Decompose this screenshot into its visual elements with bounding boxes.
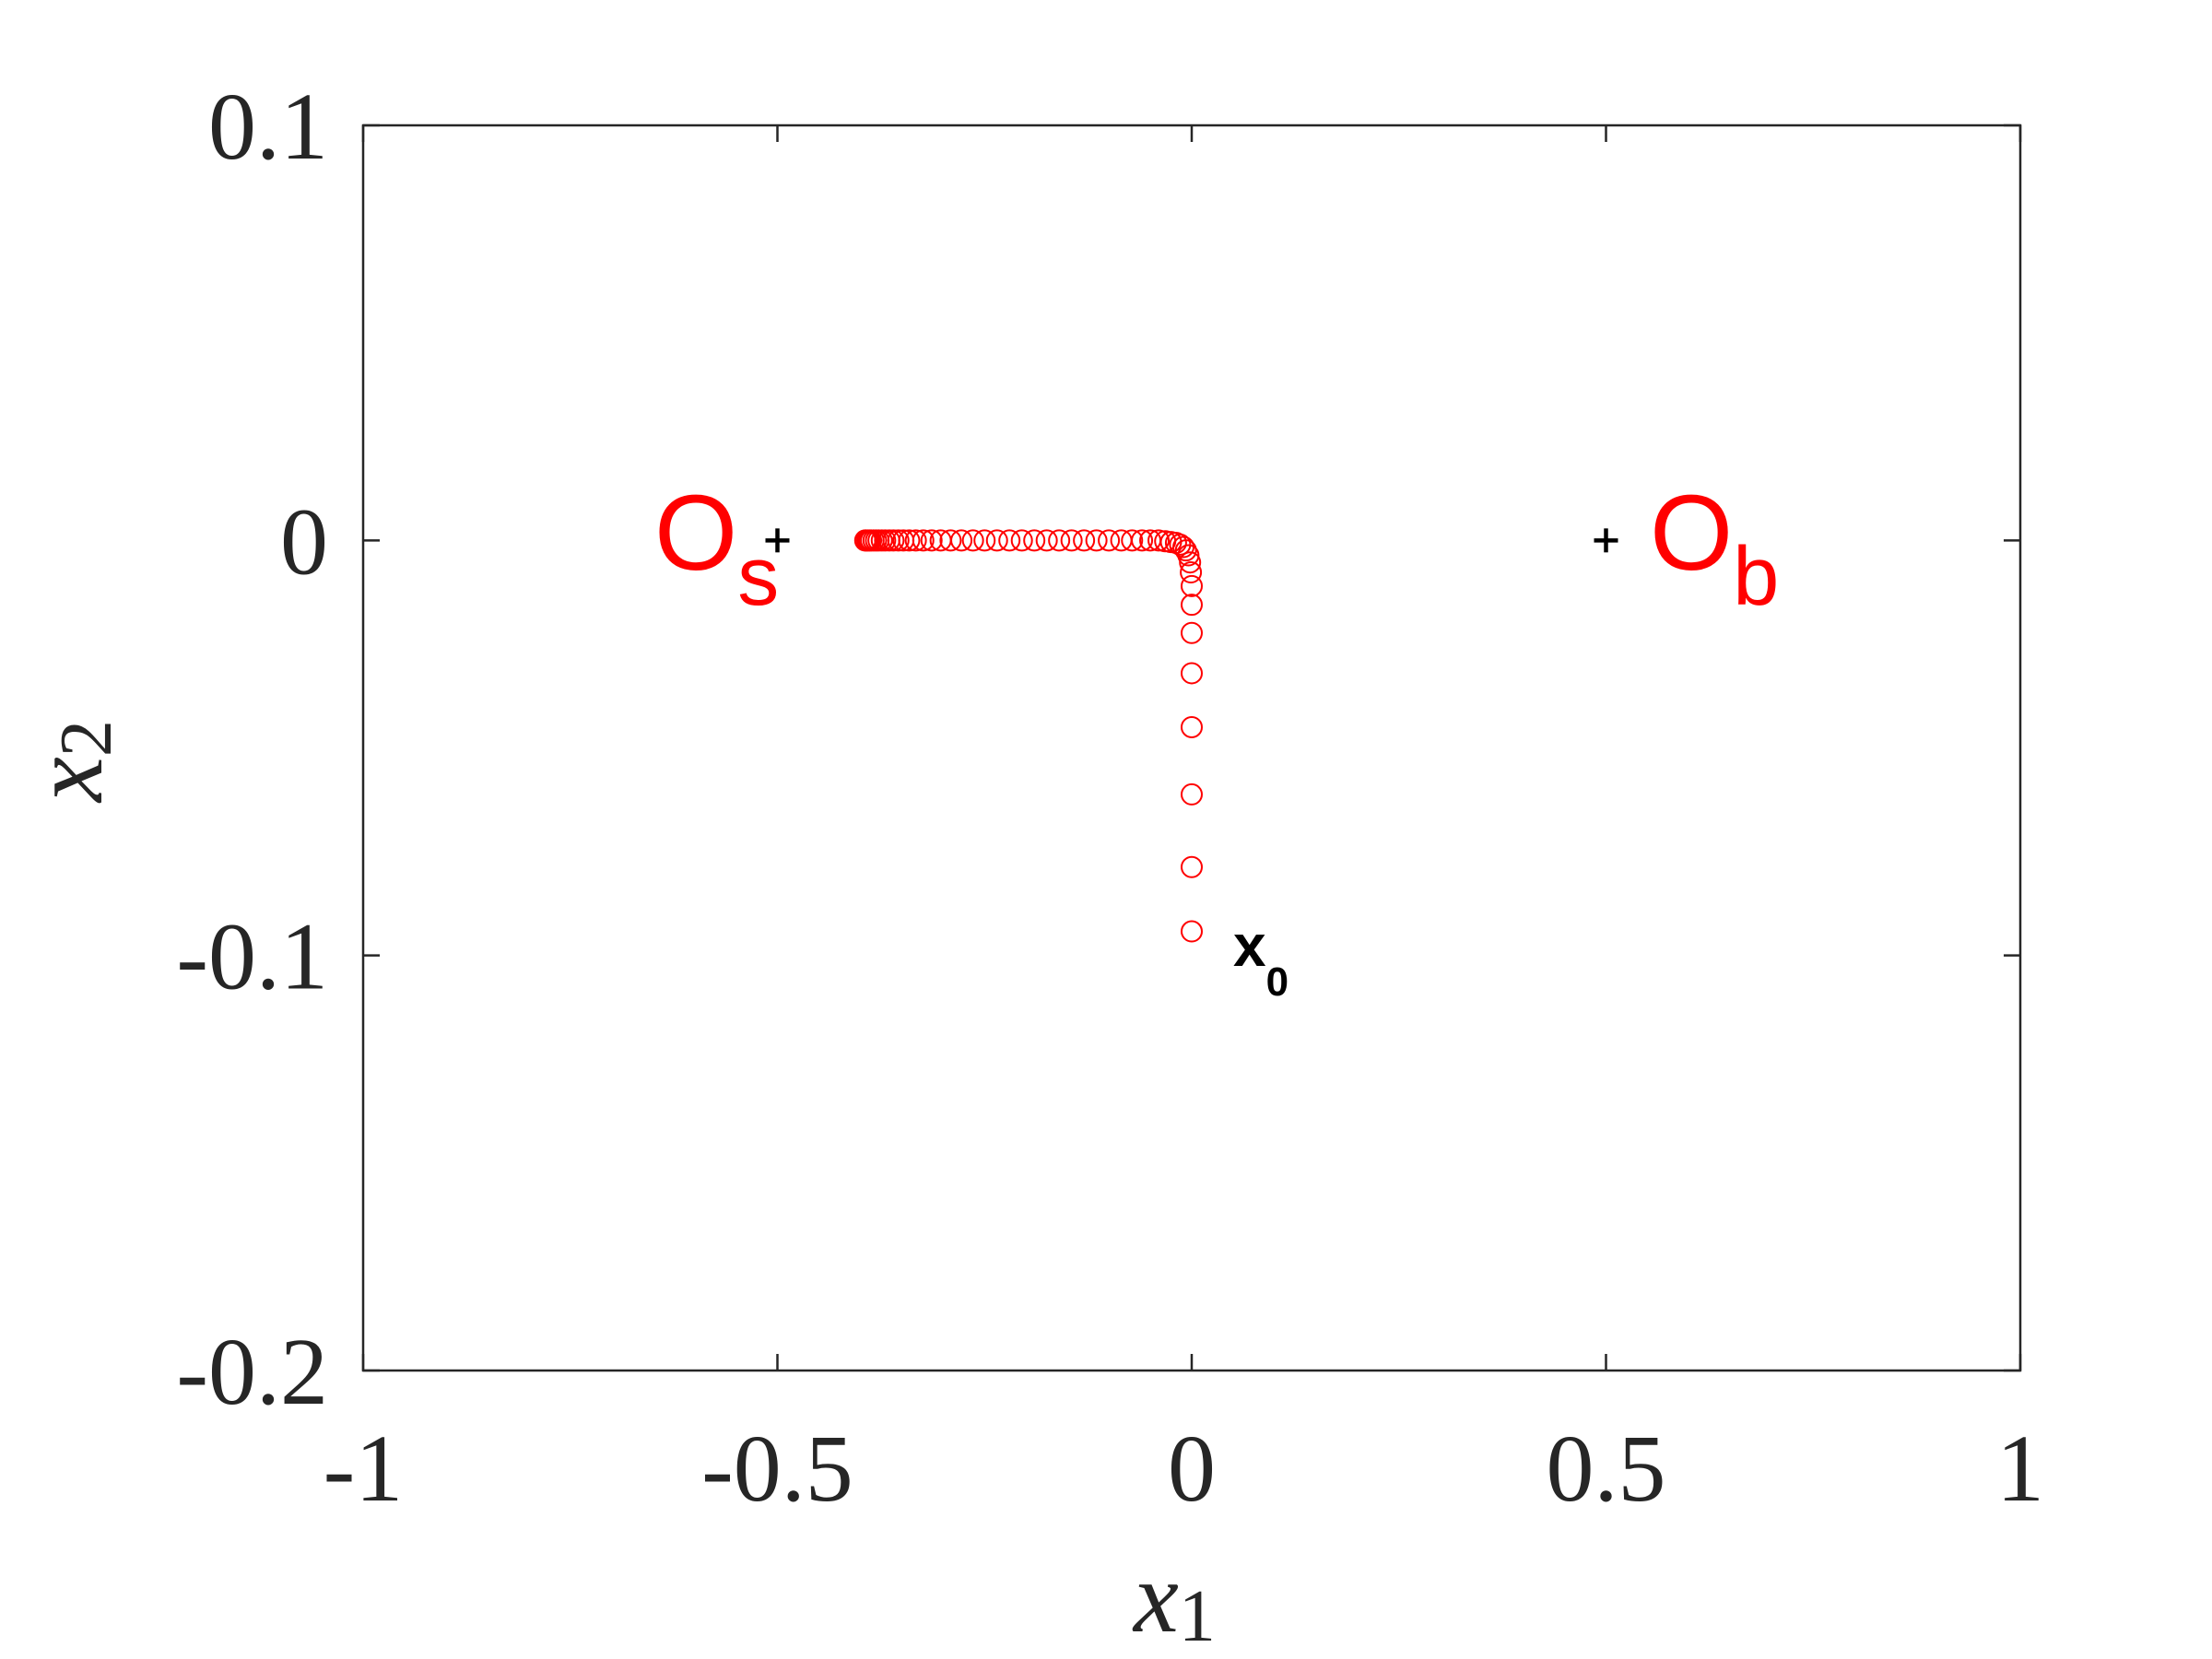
point	[1048, 529, 1071, 552]
point	[1181, 594, 1203, 617]
point	[998, 529, 1021, 552]
point	[961, 529, 984, 552]
point	[1181, 662, 1203, 685]
annotation-sub: b	[1733, 531, 1779, 623]
point	[1010, 529, 1033, 552]
point	[1023, 529, 1046, 552]
y-axis-label: x2	[11, 720, 127, 804]
point	[1073, 529, 1096, 552]
y-tick-label: 0.1	[208, 74, 328, 180]
x-tick-label: 0.5	[1547, 1416, 1666, 1522]
point	[892, 529, 915, 552]
point	[920, 529, 943, 552]
x-tick-label: 0	[1168, 1416, 1216, 1522]
x-tick-label: 1	[1996, 1416, 2044, 1522]
point	[1035, 529, 1058, 552]
point	[1098, 529, 1121, 552]
y-axis-label-sub: 2	[46, 720, 127, 757]
point	[929, 529, 952, 552]
annotation: x0	[1233, 912, 1288, 1005]
plot-frame	[361, 124, 2022, 1372]
point	[1181, 855, 1203, 878]
x-axis-label: x1	[1132, 1541, 1216, 1657]
plus-marker	[765, 528, 790, 553]
point	[1110, 529, 1133, 552]
x-tick-label: -1	[324, 1416, 404, 1522]
annotation-main: O	[654, 473, 737, 593]
annotation-main: x	[1233, 912, 1266, 979]
annotation-main: O	[1650, 473, 1733, 593]
point	[1181, 621, 1203, 644]
y-tick-label: -0.2	[176, 1319, 328, 1425]
x-tick-label: -0.5	[701, 1416, 853, 1522]
point	[1147, 529, 1171, 552]
annotation: Os	[654, 473, 779, 623]
point	[1121, 529, 1144, 552]
y-tick-label: -0.1	[176, 904, 328, 1010]
point	[939, 529, 962, 552]
point	[1154, 530, 1177, 553]
annotation-sub: s	[737, 531, 779, 623]
point	[985, 529, 1008, 552]
annotation-sub: 0	[1266, 959, 1288, 1005]
point	[1181, 920, 1203, 943]
point	[1060, 529, 1083, 552]
point	[904, 529, 927, 552]
point	[1085, 529, 1108, 552]
x-axis-label-main: x	[1132, 1541, 1179, 1653]
plus-marker	[1594, 528, 1618, 553]
point	[853, 529, 877, 552]
point	[1181, 715, 1203, 738]
x-axis-label-sub: 1	[1179, 1576, 1216, 1657]
point	[1181, 574, 1203, 597]
point	[973, 529, 996, 552]
point	[1180, 561, 1203, 584]
point	[1181, 782, 1203, 806]
annotation: Ob	[1650, 473, 1779, 623]
y-axis-label-main: x	[11, 757, 124, 804]
point	[1139, 529, 1162, 552]
y-tick-label: 0	[280, 488, 328, 594]
